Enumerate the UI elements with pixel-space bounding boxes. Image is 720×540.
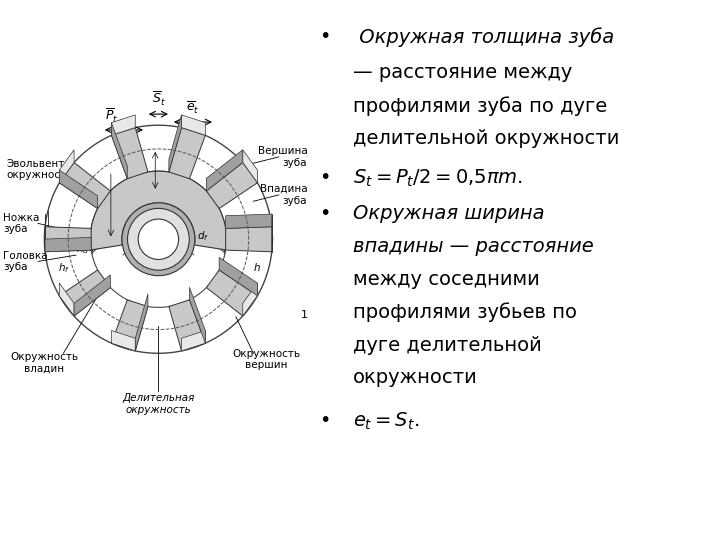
- Text: Вершина
зуба: Вершина зуба: [258, 146, 307, 168]
- Text: профилями зуба по дуге: профилями зуба по дуге: [353, 96, 607, 116]
- Text: $d_f$: $d_f$: [197, 230, 209, 243]
- Text: Окружная ширина: Окружная ширина: [353, 204, 544, 223]
- Polygon shape: [59, 283, 74, 316]
- Text: $S_t = P_t/2 = 0{,}5\pi m.$: $S_t = P_t/2 = 0{,}5\pi m.$: [353, 168, 523, 189]
- Text: $\overline{e}_t$: $\overline{e}_t$: [186, 99, 199, 116]
- Text: $h_a$: $h_a$: [76, 242, 89, 256]
- Polygon shape: [74, 275, 110, 316]
- Text: профилями зубьев по: профилями зубьев по: [353, 302, 577, 322]
- Polygon shape: [112, 127, 148, 179]
- Text: •: •: [319, 204, 330, 223]
- Circle shape: [138, 219, 179, 259]
- Polygon shape: [225, 214, 271, 228]
- Polygon shape: [45, 227, 91, 252]
- Polygon shape: [189, 287, 205, 343]
- Text: •: •: [319, 27, 330, 46]
- Text: между соседними: между соседними: [353, 269, 539, 289]
- Text: — расстояние между: — расстояние между: [353, 63, 572, 82]
- Polygon shape: [181, 115, 205, 136]
- Circle shape: [122, 203, 195, 276]
- Text: $\overline{P}_t$: $\overline{P}_t$: [104, 107, 118, 125]
- Text: Окружная толщина зуба: Окружная толщина зуба: [353, 27, 613, 46]
- Text: дуге делительной: дуге делительной: [353, 335, 541, 354]
- Text: Окружность
владин: Окружность владин: [10, 352, 78, 374]
- Polygon shape: [219, 258, 258, 296]
- Polygon shape: [90, 171, 227, 250]
- Text: $h_f$: $h_f$: [58, 261, 70, 275]
- Text: $d_a$: $d_a$: [133, 210, 145, 224]
- Text: •: •: [319, 410, 330, 430]
- Text: •: •: [319, 168, 330, 187]
- Polygon shape: [112, 123, 127, 179]
- Polygon shape: [112, 330, 135, 351]
- Polygon shape: [45, 238, 91, 252]
- Polygon shape: [207, 163, 258, 208]
- Polygon shape: [59, 163, 110, 208]
- Polygon shape: [59, 270, 110, 316]
- Text: Впадина
зуба: Впадина зуба: [260, 184, 307, 206]
- Polygon shape: [207, 270, 258, 316]
- Text: Окружность
вершин: Окружность вершин: [232, 349, 300, 370]
- Polygon shape: [207, 150, 243, 191]
- Polygon shape: [112, 115, 135, 136]
- Polygon shape: [59, 150, 74, 183]
- Text: впадины — расстояние: впадины — расстояние: [353, 237, 593, 256]
- Polygon shape: [243, 150, 258, 183]
- Text: 1: 1: [301, 310, 307, 320]
- Polygon shape: [169, 115, 181, 172]
- Text: окружности: окружности: [353, 368, 477, 387]
- Text: Головка
зуба: Головка зуба: [3, 251, 48, 272]
- Polygon shape: [169, 300, 205, 351]
- Polygon shape: [135, 294, 148, 351]
- Polygon shape: [243, 283, 258, 316]
- Polygon shape: [59, 170, 98, 208]
- Text: $e_t = S_t.$: $e_t = S_t.$: [353, 410, 419, 432]
- Text: Делительная
окружность: Делительная окружность: [122, 393, 194, 415]
- Text: делительной окружности: делительной окружности: [353, 129, 619, 148]
- Text: Ножка
зуба: Ножка зуба: [3, 213, 40, 234]
- Polygon shape: [225, 227, 271, 252]
- Text: $\overline{S}_t$: $\overline{S}_t$: [151, 90, 166, 108]
- Text: Эвольвенты
окружности: Эвольвенты окружности: [6, 159, 73, 180]
- Text: $h$: $h$: [253, 261, 261, 273]
- Polygon shape: [169, 127, 205, 179]
- Polygon shape: [181, 330, 205, 351]
- Circle shape: [127, 208, 189, 270]
- Polygon shape: [112, 300, 148, 351]
